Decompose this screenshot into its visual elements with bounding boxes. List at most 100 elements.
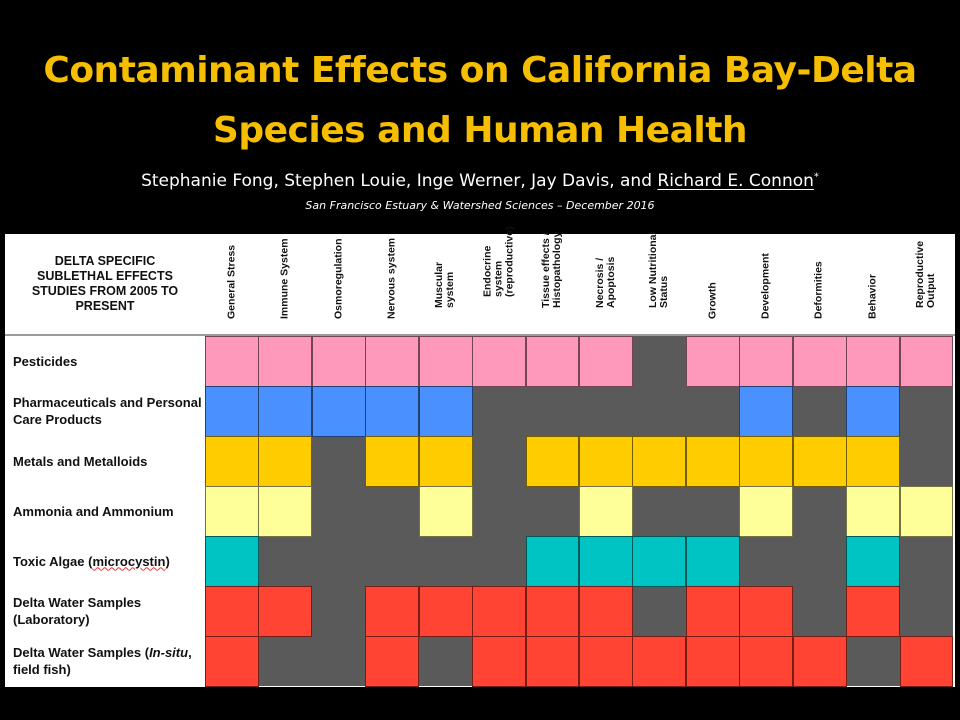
effect-cell bbox=[365, 636, 420, 687]
effect-cell bbox=[418, 586, 473, 637]
effect-cell bbox=[525, 536, 580, 587]
effect-cell bbox=[205, 336, 259, 387]
effect-cell bbox=[472, 636, 527, 687]
column-header: Reproductive Output bbox=[900, 234, 953, 334]
column-header: Development bbox=[739, 234, 792, 334]
column-header-text: Growth bbox=[706, 282, 719, 319]
effect-cell bbox=[525, 336, 580, 387]
row-label-text: Metals and Metalloids bbox=[13, 453, 148, 469]
effect-cell bbox=[739, 386, 794, 437]
effect-cell bbox=[205, 436, 259, 487]
row-label-part: In-situ bbox=[149, 645, 189, 660]
row-label-part: microcystin bbox=[92, 553, 166, 569]
column-header-text: Nervous system bbox=[385, 237, 398, 319]
column-header: Immune System bbox=[258, 234, 311, 334]
row-label-text: Toxic Algae (microcystin) bbox=[13, 553, 170, 570]
column-header: General Stress bbox=[205, 234, 258, 334]
effect-cell bbox=[739, 336, 794, 387]
effect-cell bbox=[205, 486, 259, 537]
effect-cell bbox=[792, 336, 847, 387]
effect-cell bbox=[418, 336, 473, 387]
column-header-text: Behavior bbox=[866, 274, 879, 319]
effect-cell bbox=[632, 436, 687, 487]
effect-cell bbox=[365, 436, 420, 487]
row-label-part: ) bbox=[165, 553, 170, 569]
column-header: Low Nutritional Status bbox=[632, 231, 685, 334]
effect-cell bbox=[418, 486, 473, 537]
column-header: Muscular system bbox=[419, 234, 472, 334]
effect-cell bbox=[311, 336, 366, 387]
effect-cell bbox=[685, 586, 740, 637]
effect-cell bbox=[739, 436, 794, 487]
column-header-text: Reproductive Output bbox=[914, 240, 938, 308]
column-header: Osmoregulation bbox=[312, 234, 365, 334]
effect-cell bbox=[258, 486, 313, 537]
column-header-text: Endocrine system (reproductive) bbox=[481, 226, 516, 297]
row-label-part: Delta Water Samples ( bbox=[13, 645, 150, 660]
column-header: Necrosis / Apoptosis bbox=[579, 234, 632, 334]
effect-cell bbox=[205, 536, 259, 587]
row-label-text: Delta Water Samples (Laboratory) bbox=[13, 595, 142, 627]
effect-cell bbox=[579, 536, 633, 587]
effect-cell bbox=[258, 436, 313, 487]
effect-cell bbox=[525, 436, 580, 487]
effect-cell bbox=[792, 436, 847, 487]
row-label: Pharmaceuticals and Personal Care Produc… bbox=[13, 386, 203, 436]
effect-cell bbox=[311, 386, 366, 437]
row-label: Toxic Algae (microcystin) bbox=[13, 536, 203, 586]
effect-cell bbox=[579, 486, 633, 537]
effect-cell bbox=[846, 536, 901, 587]
column-header-text: Immune System bbox=[278, 238, 291, 319]
column-header-text: Muscular system bbox=[433, 261, 457, 308]
column-header-text: Deformities bbox=[812, 261, 825, 319]
effect-cell bbox=[739, 486, 794, 537]
corresponding-author: Richard E. Connon bbox=[657, 171, 814, 191]
column-header-text: Tissue effects / Histopathology bbox=[540, 231, 564, 308]
effect-cell bbox=[846, 436, 901, 487]
column-header: Growth bbox=[686, 234, 739, 334]
row-label: Pesticides bbox=[13, 336, 203, 386]
row-label-text: Delta Water Samples (In-situ, field fish… bbox=[13, 644, 203, 678]
column-header-text: Osmoregulation bbox=[332, 238, 345, 319]
column-header: Nervous system bbox=[365, 234, 418, 334]
row-label-part: , field fish) bbox=[13, 645, 192, 677]
row-label-text: Pesticides bbox=[13, 353, 78, 369]
effect-cell bbox=[899, 336, 954, 387]
journal-citation: San Francisco Estuary & Watershed Scienc… bbox=[305, 199, 655, 212]
slide-title-line-2: Species and Human Health bbox=[212, 110, 748, 151]
effect-cell bbox=[899, 486, 954, 537]
effect-cell bbox=[685, 336, 740, 387]
effect-cell bbox=[258, 386, 313, 437]
column-header: Behavior bbox=[846, 234, 899, 334]
row-label: Delta Water Samples (Laboratory) bbox=[13, 586, 203, 636]
effect-cell bbox=[846, 586, 901, 637]
effect-cell bbox=[685, 636, 740, 687]
effect-cell bbox=[418, 386, 473, 437]
row-label: Ammonia and Ammonium bbox=[13, 486, 203, 536]
column-header: Tissue effects / Histopathology bbox=[526, 231, 579, 334]
corresponding-author-mark: * bbox=[813, 171, 819, 183]
effect-cell bbox=[632, 636, 687, 687]
authors-list: Stephanie Fong, Stephen Louie, Inge Wern… bbox=[141, 171, 658, 191]
column-header-text: Low Nutritional Status bbox=[647, 231, 671, 308]
column-header: Deformities bbox=[793, 234, 846, 334]
corner-header-text: DELTA SPECIFIC SUBLETHAL EFFECTS STUDIES… bbox=[31, 254, 179, 313]
effect-cell bbox=[739, 636, 794, 687]
effect-cell bbox=[525, 586, 580, 637]
effect-cell bbox=[899, 636, 954, 687]
slide-title-line-1: Contaminant Effects on California Bay-De… bbox=[43, 50, 917, 91]
column-header: Endocrine system (reproductive) bbox=[472, 226, 525, 334]
effect-cell bbox=[365, 386, 420, 437]
row-label-part: Toxic Algae ( bbox=[13, 553, 93, 569]
effect-cell bbox=[632, 536, 687, 587]
effect-cell bbox=[846, 486, 901, 537]
effect-cell bbox=[739, 586, 794, 637]
effect-cell bbox=[579, 586, 633, 637]
row-label: Delta Water Samples (In-situ, field fish… bbox=[13, 636, 203, 686]
effect-cell bbox=[685, 436, 740, 487]
effect-cell bbox=[258, 586, 313, 637]
effect-cell bbox=[685, 536, 740, 587]
table-corner-header: DELTA SPECIFIC SUBLETHAL EFFECTS STUDIES… bbox=[5, 234, 205, 334]
effect-cell bbox=[472, 586, 527, 637]
effect-cell bbox=[792, 636, 847, 687]
